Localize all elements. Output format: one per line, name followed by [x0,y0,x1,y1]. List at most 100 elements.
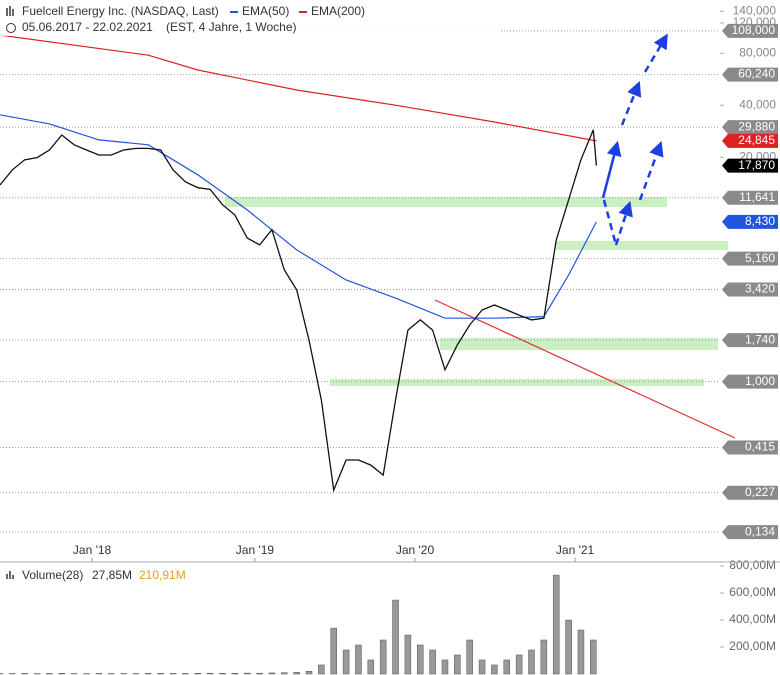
tag-label: 3,420 [745,282,775,296]
tag-label: 108,000 [732,23,776,37]
volume-bar [157,673,164,675]
volume-bar [206,672,214,675]
volume-bar [552,574,560,675]
arrow [620,81,642,126]
tag-label: 29,880 [738,119,775,133]
tag-box [722,67,778,82]
volume-bar [318,664,325,675]
volume-bar [293,672,300,675]
volume-bar [330,627,337,675]
tag-label: 17,870 [738,158,775,172]
y-tick-label: 40,000 [739,97,776,111]
price-tag: 108,000 [722,23,778,38]
y-tick-label: 140,000 [733,4,777,18]
volume-bar [219,673,226,675]
tag-label: 0,227 [745,485,775,499]
price-tag: 0,415 [722,440,778,455]
volume-bar [404,634,412,675]
support-zone [330,379,704,386]
support-zone [440,338,718,350]
tag-label: 24,845 [738,133,775,147]
tag-label: 1,000 [745,374,775,388]
subtitle: 05.06.2017 - 22.02.2021 [22,20,153,34]
volume-max: 210,91M [139,568,186,582]
volume-bar [503,659,511,675]
arrow [602,199,618,246]
tag-box [722,440,778,455]
price-tag: 11,641 [722,190,778,205]
legend-entry: EMA(200) [311,4,365,18]
tag-label: 1,740 [745,332,775,346]
y-tick-label: 400,00M [729,612,776,626]
tag-box [722,374,778,389]
tag-box [722,120,778,135]
tag-label: 8,430 [745,214,775,228]
volume-title: Volume(28) [22,568,83,582]
tag-box [722,251,778,266]
volume-bar [540,639,548,675]
volume-bar [367,659,375,675]
tag-label: 60,240 [738,67,775,81]
axis: Jan '18 Jan '19 Jan '20 Jan '21140,000120,0… [73,4,778,653]
price-tag: 1,740 [722,332,778,348]
arrow [601,140,622,199]
legend-entry: EMA(50) [242,4,289,18]
support-zone [556,241,728,250]
price-line [0,129,598,493]
volume-bar [491,664,498,675]
zones [225,197,728,386]
tag-label: 0,415 [745,440,775,454]
legend-title: Fuelcell Energy Inc. (NASDAQ, Last) [22,4,219,18]
icon [6,571,14,579]
volume-bar [281,672,288,675]
price-tag: 8,430 [722,214,778,229]
tag-box [722,485,778,500]
legend-swatch [299,11,307,13]
tag-box [722,282,778,297]
volume-bar [182,673,189,675]
legend-swatch [230,11,238,13]
volume-value: 27,85M [92,568,132,582]
volume-bar [417,644,424,675]
volume-bar [194,673,202,675]
volume-bar [342,649,350,675]
tag-box [722,190,778,205]
volume-bar [95,673,103,675]
x-tick-label: Jan '20 [396,543,435,557]
volume-bar [478,659,486,675]
support-zone [225,197,667,207]
tag-box [722,525,778,540]
price-tag: 1,000 [722,374,778,389]
volume-bar [231,673,239,675]
arrow [638,140,664,201]
volume-bar [268,672,276,675]
y-tick-label: 600,00M [729,585,776,599]
price-line [0,114,597,319]
volume-bar [379,639,387,675]
price-tag: 24,845 [722,133,778,148]
price-tag: 17,870 [722,158,778,173]
tag-box [722,23,778,38]
volume-bar [441,659,449,675]
volume-bar [454,654,461,675]
volume-bar [305,671,313,675]
icon [6,23,16,33]
price-tag: 29,880 [722,119,778,135]
x-tick-label: Jan '18 [73,543,112,557]
volume-legend: Volume(28) 27,85M 210,91M [6,568,186,582]
x-tick-label: Jan '19 [236,543,275,557]
price-tag: 0,134 [722,524,778,540]
volume-bar [466,639,473,675]
tag-box [722,333,778,348]
icon [6,6,14,16]
volume-bar [355,644,362,675]
legend-bg [0,2,500,36]
volume-bar [577,629,585,675]
volume-bar [392,599,399,675]
price-tag: 3,420 [722,282,778,297]
arrow [614,200,633,246]
tag-box [722,214,778,229]
trend-line [434,299,736,439]
price-tag: 60,240 [722,67,778,82]
volume-bar [58,673,66,675]
